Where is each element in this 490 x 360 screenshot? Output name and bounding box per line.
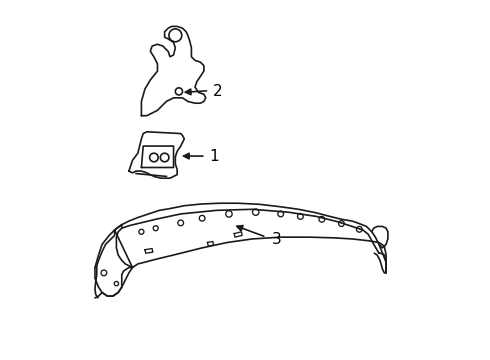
Text: 2: 2 [213, 84, 222, 99]
Text: 3: 3 [272, 232, 282, 247]
Text: 1: 1 [209, 149, 219, 164]
